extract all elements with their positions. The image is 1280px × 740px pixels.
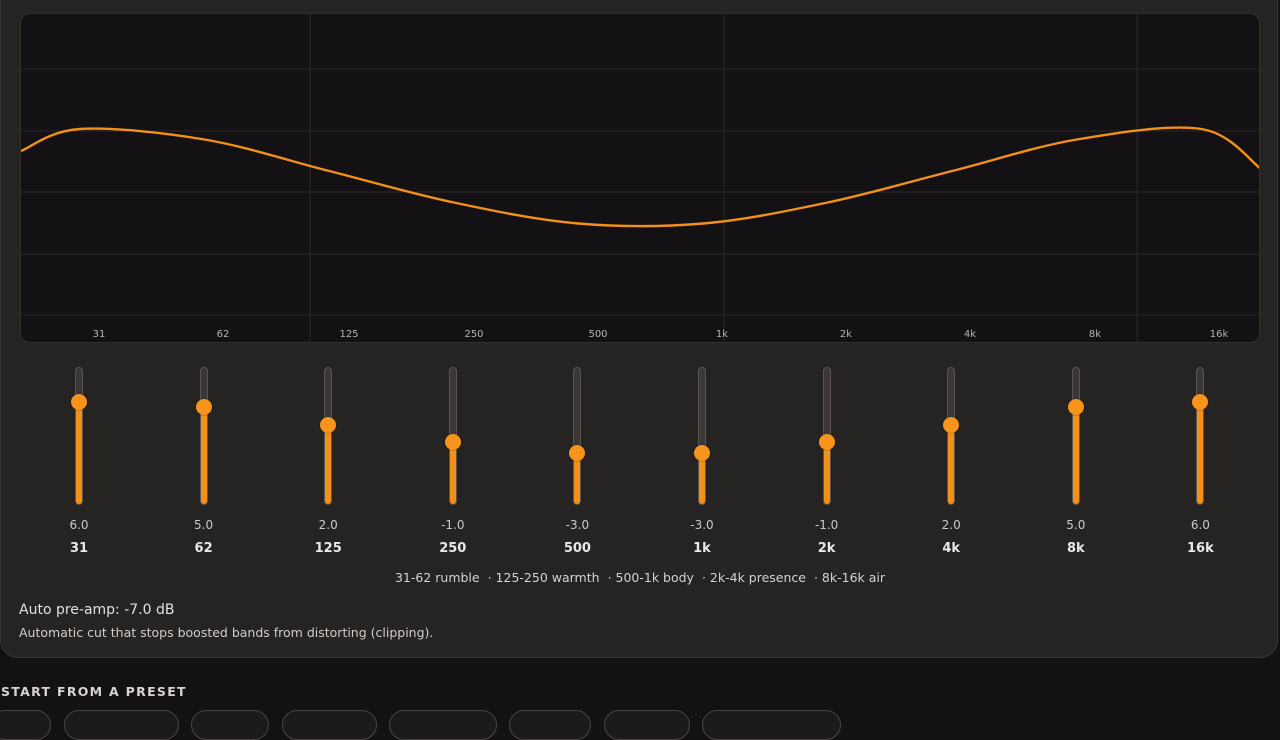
freq-axis-label: 62 bbox=[216, 329, 230, 340]
band-slider-track[interactable] bbox=[947, 367, 956, 505]
band-legend: 31-62 rumble · 125-250 warmth · 500-1k bod… bbox=[0, 570, 1280, 585]
preset-chip[interactable] bbox=[0, 710, 51, 740]
band-gain-value: -3.0 bbox=[565, 518, 590, 532]
preset-chip[interactable] bbox=[509, 710, 591, 740]
band-sliders: 6.0 31 5.0 62 2.0 125 -1.0 250 -3.0 500 -3.0 1k -1.0… bbox=[0, 362, 1280, 562]
legend-item: · 2k-4k presence bbox=[701, 570, 806, 585]
preset-chip[interactable] bbox=[604, 710, 690, 740]
band-slider-knob[interactable] bbox=[1067, 399, 1084, 416]
freq-axis-label: 31 bbox=[92, 329, 106, 340]
band-slider-track[interactable] bbox=[1071, 367, 1080, 505]
band-frequency-label: 2k bbox=[817, 541, 836, 556]
band-slider-fill bbox=[699, 452, 705, 504]
band-frequency-label: 31 bbox=[69, 541, 89, 556]
band-frequency-label: 8k bbox=[1066, 541, 1085, 556]
band-31: 6.0 31 bbox=[39, 362, 119, 562]
band-4k: 2.0 4k bbox=[911, 362, 991, 562]
band-gain-value: 2.0 bbox=[941, 518, 961, 532]
band-slider-knob[interactable] bbox=[71, 393, 87, 410]
legend-item: · 125-250 warmth bbox=[487, 570, 600, 585]
band-62: 5.0 62 bbox=[164, 362, 244, 562]
preset-chip[interactable] bbox=[64, 710, 179, 740]
preamp-title: Auto pre-amp: -7.0 dB bbox=[19, 602, 175, 618]
legend-item: · 8k-16k air bbox=[813, 570, 886, 585]
band-slider-knob[interactable] bbox=[694, 445, 710, 462]
band-gain-value: -3.0 bbox=[690, 518, 714, 532]
band-frequency-label: 62 bbox=[194, 541, 213, 556]
band-slider-fill bbox=[823, 440, 830, 504]
band-slider-fill bbox=[325, 423, 332, 504]
band-frequency-label: 16k bbox=[1187, 541, 1214, 556]
band-slider-fill bbox=[449, 440, 456, 504]
band-slider-fill bbox=[1072, 406, 1079, 504]
eq-curve-svg bbox=[21, 14, 1259, 342]
freq-axis-label: 16k bbox=[1209, 329, 1229, 340]
preset-chip[interactable] bbox=[389, 710, 497, 740]
band-slider-fill bbox=[76, 400, 82, 504]
band-frequency-label: 1k bbox=[693, 541, 711, 556]
freq-axis-label: 8k bbox=[1088, 329, 1102, 340]
band-slider-knob[interactable] bbox=[818, 433, 835, 450]
preamp-description: Automatic cut that stops boosted bands f… bbox=[19, 625, 434, 640]
band-8k: 5.0 8k bbox=[1036, 362, 1116, 562]
freq-axis-label: 1k bbox=[715, 329, 729, 340]
eq-response-graph bbox=[20, 13, 1260, 343]
band-frequency-label: 250 bbox=[439, 541, 467, 556]
band-slider-knob[interactable] bbox=[320, 416, 337, 433]
band-slider-track[interactable] bbox=[75, 367, 83, 505]
eq-response-curve bbox=[21, 126, 1259, 228]
legend-item: · 500-1k body bbox=[607, 570, 694, 585]
band-250: -1.0 250 bbox=[413, 362, 493, 562]
band-gain-value: -1.0 bbox=[814, 518, 839, 532]
band-slider-knob[interactable] bbox=[569, 445, 586, 462]
freq-axis-label: 2k bbox=[839, 329, 853, 340]
preset-chip[interactable] bbox=[282, 710, 377, 740]
band-slider-fill bbox=[948, 423, 955, 504]
band-gain-value: 2.0 bbox=[318, 518, 338, 532]
preset-heading: START FROM A PRESET bbox=[1, 684, 187, 699]
freq-axis-label: 4k bbox=[963, 329, 977, 340]
band-gain-value: 6.0 bbox=[69, 518, 89, 532]
band-slider-track[interactable] bbox=[698, 367, 706, 505]
band-125: 2.0 125 bbox=[288, 362, 368, 562]
band-slider-knob[interactable] bbox=[943, 416, 960, 433]
band-slider-fill bbox=[200, 406, 207, 504]
band-1k: -3.0 1k bbox=[662, 362, 742, 562]
band-slider-knob[interactable] bbox=[195, 399, 212, 416]
band-frequency-label: 125 bbox=[314, 541, 342, 556]
band-slider-knob[interactable] bbox=[1192, 393, 1209, 410]
band-gain-value: 5.0 bbox=[1066, 518, 1086, 532]
freq-axis-label: 125 bbox=[339, 329, 359, 340]
preset-chip[interactable] bbox=[191, 710, 269, 740]
band-slider-fill bbox=[1197, 400, 1204, 504]
band-slider-track[interactable] bbox=[1196, 367, 1205, 505]
preset-chip[interactable] bbox=[702, 710, 841, 740]
legend-item: 31-62 rumble bbox=[394, 570, 480, 585]
band-2k: -1.0 2k bbox=[787, 362, 867, 562]
freq-axis-label: 500 bbox=[588, 329, 608, 340]
band-slider-track[interactable] bbox=[199, 367, 208, 505]
band-gain-value: -1.0 bbox=[441, 518, 465, 532]
band-slider-track[interactable] bbox=[324, 367, 333, 505]
band-slider-track[interactable] bbox=[573, 367, 582, 505]
band-slider-knob[interactable] bbox=[444, 433, 461, 450]
band-frequency-label: 4k bbox=[942, 541, 961, 556]
band-slider-fill bbox=[574, 452, 581, 504]
band-gain-value: 6.0 bbox=[1190, 518, 1210, 532]
band-frequency-label: 500 bbox=[563, 541, 591, 556]
band-16k: 6.0 16k bbox=[1160, 362, 1240, 562]
band-gain-value: 5.0 bbox=[194, 518, 214, 532]
band-500: -3.0 500 bbox=[537, 362, 617, 562]
freq-axis-label: 250 bbox=[464, 329, 484, 340]
